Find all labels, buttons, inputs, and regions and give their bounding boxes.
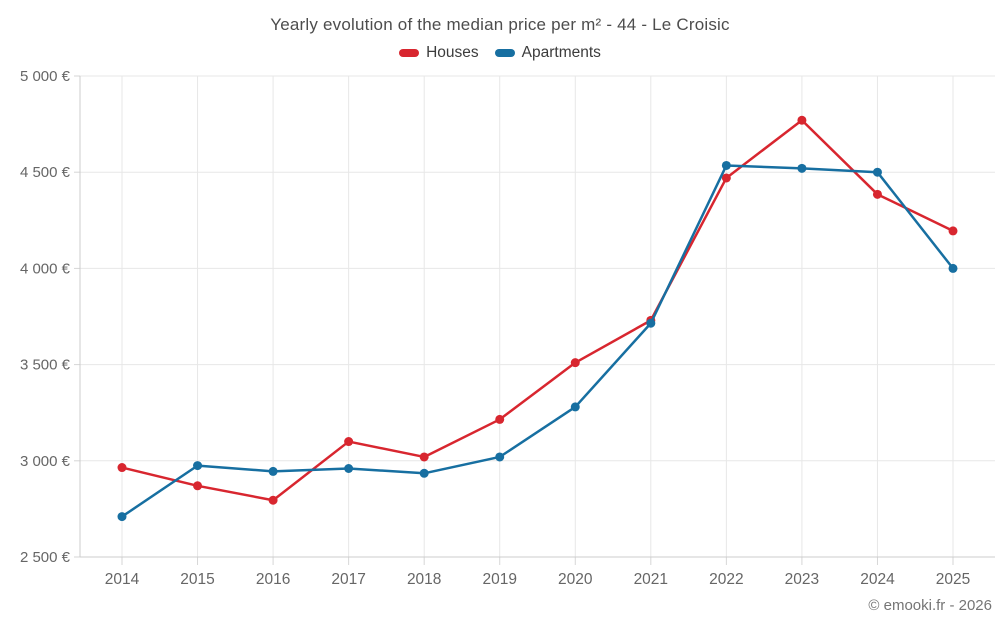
data-point-houses-2020[interactable]: [570, 358, 580, 368]
data-point-apartments-2020[interactable]: [570, 402, 580, 412]
houses-swatch-icon: [399, 49, 420, 57]
data-point-apartments-2021[interactable]: [646, 318, 656, 328]
x-axis-tick-label: 2025: [936, 571, 970, 588]
y-axis-tick-label: 3 500 €: [20, 357, 71, 374]
data-point-apartments-2024[interactable]: [872, 167, 882, 177]
x-axis-tick-label: 2021: [634, 571, 668, 588]
x-axis-tick-label: 2024: [860, 571, 895, 588]
data-point-houses-2023[interactable]: [797, 115, 807, 125]
data-point-houses-2019[interactable]: [495, 414, 505, 424]
legend-item-houses[interactable]: Houses: [399, 44, 479, 62]
data-point-houses-2018[interactable]: [419, 452, 429, 462]
data-point-apartments-2022[interactable]: [721, 160, 731, 170]
chart-title: Yearly evolution of the median price per…: [270, 15, 730, 34]
series-line-apartments: [120, 164, 955, 518]
watermark-credit: © emooki.fr - 2026: [868, 597, 992, 614]
y-axis-tick-label: 3 000 €: [20, 453, 71, 470]
legend-label-apartments: Apartments: [521, 44, 601, 61]
data-point-houses-2022[interactable]: [721, 173, 731, 183]
y-axis-tick-label: 4 500 €: [20, 164, 71, 181]
data-point-apartments-2017[interactable]: [344, 463, 354, 473]
series-line-houses: [120, 119, 955, 502]
x-axis-tick-label: 2022: [709, 571, 743, 588]
data-point-apartments-2025[interactable]: [948, 263, 958, 273]
y-axis-tick-label: 4 000 €: [20, 260, 71, 277]
data-point-apartments-2015[interactable]: [193, 461, 203, 471]
data-point-apartments-2014[interactable]: [117, 512, 127, 522]
x-axis-tick-label: 2014: [105, 571, 140, 588]
data-point-apartments-2018[interactable]: [419, 468, 429, 478]
x-axis-tick-label: 2015: [180, 571, 214, 588]
x-axis-tick-label: 2016: [256, 571, 290, 588]
y-axis-tick-label: 2 500 €: [20, 549, 71, 566]
data-point-houses-2025[interactable]: [948, 226, 958, 236]
legend-label-houses: Houses: [426, 44, 479, 61]
legend: Houses Apartments: [0, 44, 1000, 62]
x-axis-tick-label: 2020: [558, 571, 593, 588]
apartments-swatch-icon: [494, 49, 515, 57]
data-point-apartments-2023[interactable]: [797, 163, 807, 173]
x-axis-tick-label: 2023: [785, 571, 819, 588]
data-point-houses-2017[interactable]: [344, 437, 354, 447]
x-axis-tick-label: 2018: [407, 571, 441, 588]
data-point-houses-2014[interactable]: [117, 463, 127, 473]
data-point-apartments-2016[interactable]: [268, 466, 278, 476]
data-point-houses-2024[interactable]: [872, 189, 882, 199]
x-axis-tick-label: 2017: [331, 571, 365, 588]
y-axis-tick-label: 5 000 €: [20, 68, 71, 85]
data-point-apartments-2019[interactable]: [495, 452, 505, 462]
data-point-houses-2015[interactable]: [193, 481, 203, 491]
legend-item-apartments[interactable]: Apartments: [494, 44, 601, 62]
data-point-houses-2016[interactable]: [268, 495, 278, 505]
x-axis-tick-label: 2019: [482, 571, 516, 588]
